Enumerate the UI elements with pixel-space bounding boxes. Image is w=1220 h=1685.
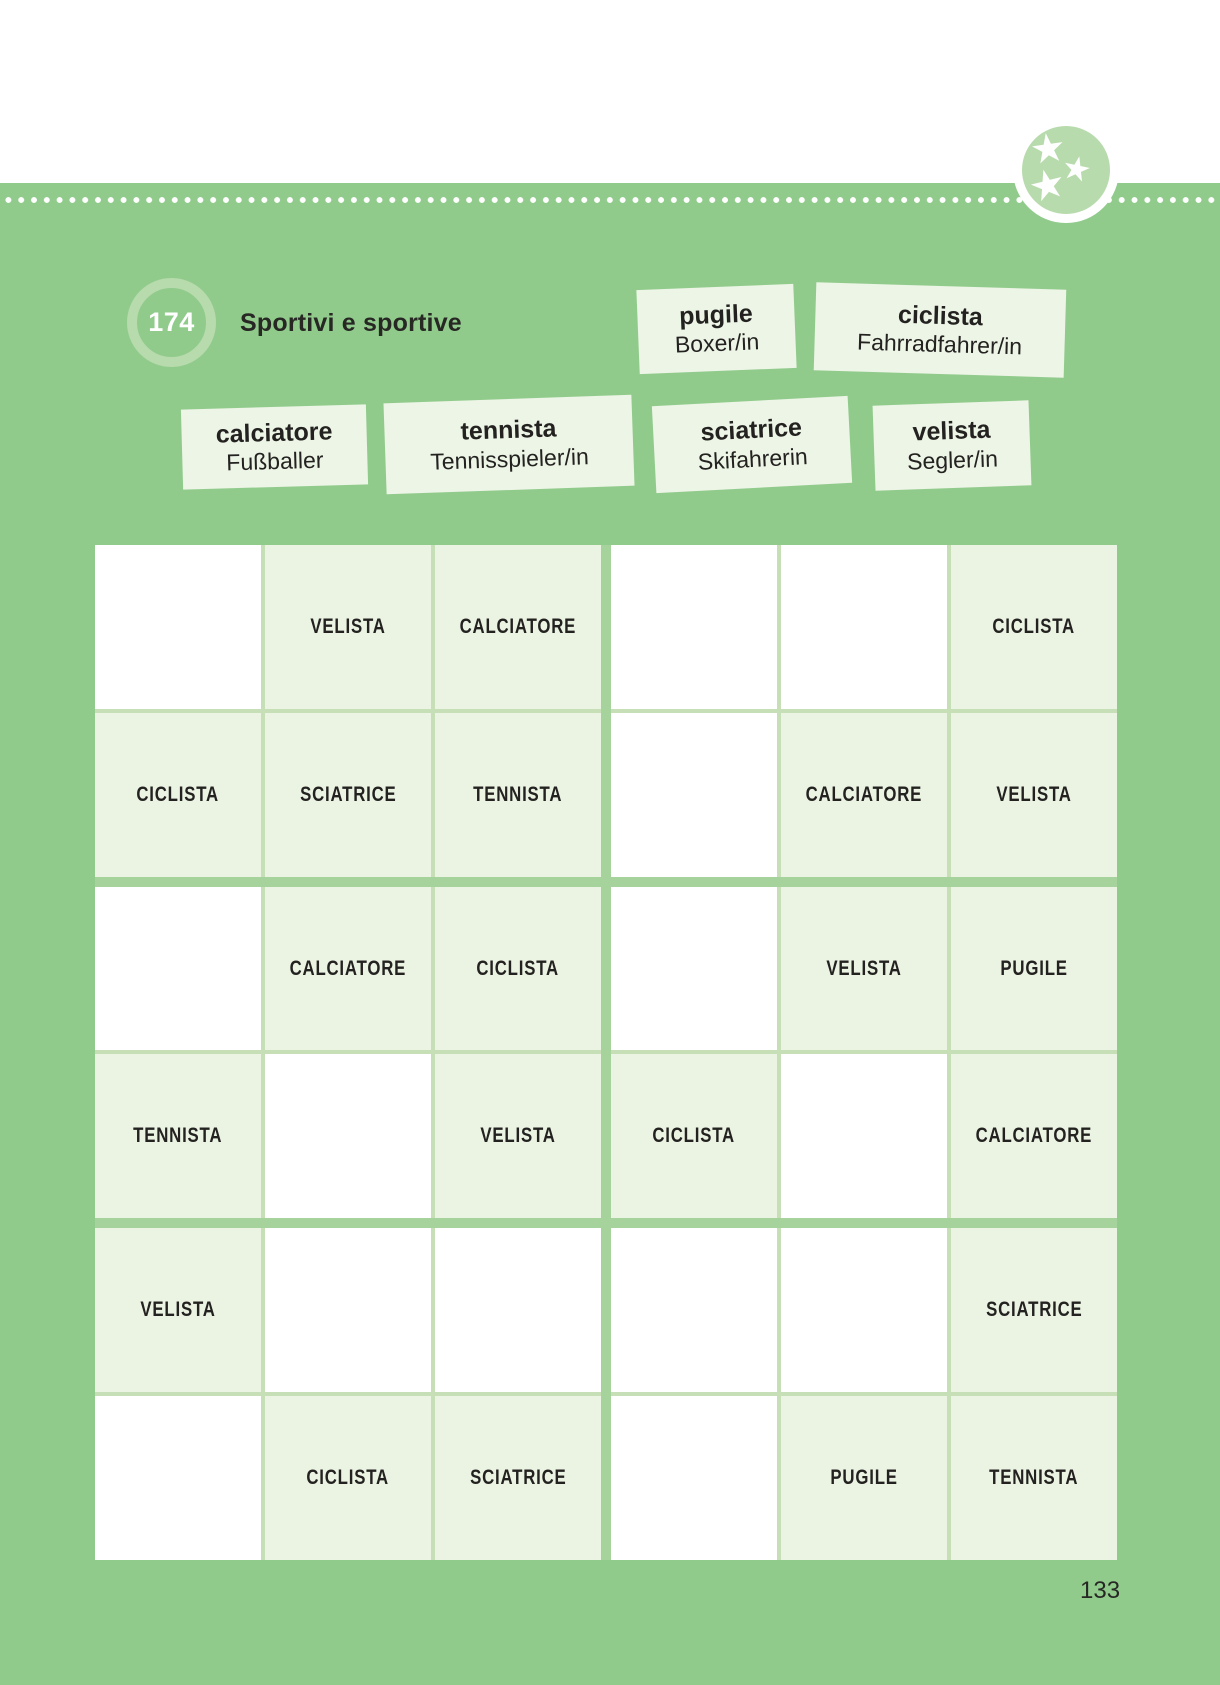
cell-label: TENNISTA [133,1124,223,1148]
page-number: 133 [1080,1577,1121,1604]
grid-cell-r4c5[interactable] [781,1054,947,1219]
grid-cell-r3c3: CICLISTA [435,886,601,1051]
cell-label: SCIATRICE [469,1466,567,1490]
grid-block-3: CALCIATORE CICLISTA TENNISTA VELISTA [95,886,601,1219]
grid-cell-r3c6: PUGILE [951,886,1117,1051]
grid-block-6: SCIATRICE PUGILE TENNISTA [611,1228,1117,1560]
exercise-number: 174 [148,307,195,337]
cell-label: TENNISTA [473,782,563,806]
grid-cell-r3c2: CALCIATORE [265,886,431,1051]
grid-cell-r1c4[interactable] [611,545,777,709]
grid-cell-r4c3: VELISTA [435,1054,601,1219]
cell-label: VELISTA [996,782,1072,806]
grid-cell-r1c3: CALCIATORE [435,545,601,709]
grid-cell-r5c1: VELISTA [95,1228,261,1393]
grid-cell-r2c6: VELISTA [951,712,1117,877]
vocab-card-calciatore: calciatore Fußballer [180,404,369,490]
grid-cell-r3c1[interactable] [95,886,261,1051]
grid-block-4: VELISTA PUGILE CICLISTA CALCIATORE [611,886,1117,1219]
cell-label: VELISTA [480,1124,556,1148]
grid-cell-r6c2: CICLISTA [265,1396,431,1560]
grid-block-5: VELISTA CICLISTA SCIATRICE [95,1228,601,1560]
grid-cell-r5c5[interactable] [781,1228,947,1393]
cell-label: CICLISTA [652,1124,736,1148]
grid-cell-r1c5[interactable] [781,545,947,709]
cell-label: VELISTA [310,614,386,638]
page-title: Sportivi e sportive [240,309,462,337]
grid-cell-r2c4[interactable] [611,712,777,877]
cell-label: PUGILE [830,1466,898,1490]
cell-label: VELISTA [140,1298,216,1322]
grid-cell-r2c1: CICLISTA [95,712,261,877]
cell-label: CICLISTA [992,614,1076,638]
exercise-number-badge: 174 [127,278,216,367]
puzzle-grid: VELISTA CALCIATORE CICLISTA SCIATRICE TENNIS… [95,545,1117,1560]
vocab-term: velista [912,415,991,447]
grid-cell-r4c4: CICLISTA [611,1054,777,1219]
cell-label: SCIATRICE [299,782,397,806]
grid-cell-r4c6: CALCIATORE [951,1054,1117,1219]
cell-label: CALCIATORE [289,956,407,980]
vocab-card-ciclista: ciclista Fahrradfahrer/in [813,282,1067,378]
stars-badge-circle: ★ ★ ★ [1022,124,1110,214]
vocab-term: tennista [460,414,557,446]
grid-cell-r5c3[interactable] [435,1228,601,1393]
grid-cell-r6c4[interactable] [611,1396,777,1560]
cell-label: TENNISTA [989,1466,1079,1490]
cell-label: PUGILE [1000,956,1068,980]
vocab-translation: Fußballer [225,446,324,476]
vocab-card-pugile: pugile Boxer/in [636,283,797,375]
grid-cell-r5c4[interactable] [611,1228,777,1393]
vocab-card-velista: velista Segler/in [872,400,1032,491]
vocab-term: pugile [678,299,754,331]
grid-cell-r3c4[interactable] [611,886,777,1051]
vocab-translation: Fahrradfahrer/in [856,328,1023,360]
grid-cell-r5c6: SCIATRICE [951,1228,1117,1393]
cell-label: CALCIATORE [805,782,923,806]
vocab-card-sciatrice: sciatrice Skifahrerin [651,395,853,494]
vocab-translation: Tennisspieler/in [429,442,590,475]
vocab-term: ciclista [897,300,984,331]
cell-label: CICLISTA [136,782,220,806]
grid-cell-r5c2[interactable] [265,1228,431,1393]
grid-cell-r1c2: VELISTA [265,545,431,709]
grid-cell-r6c5: PUGILE [781,1396,947,1560]
grid-cell-r6c1[interactable] [95,1396,261,1560]
grid-cell-r4c1: TENNISTA [95,1054,261,1219]
grid-cell-r2c3: TENNISTA [435,712,601,877]
grid-block-2: CICLISTA CALCIATORE VELISTA [611,545,1117,877]
grid-block-1: VELISTA CALCIATORE CICLISTA SCIATRICE TENNIS… [95,545,601,877]
stars-badge: ★ ★ ★ [1013,117,1119,223]
grid-cell-r6c3: SCIATRICE [435,1396,601,1560]
vocab-translation: Segler/in [906,445,999,475]
grid-cell-r1c6: CICLISTA [951,545,1117,709]
cell-label: CICLISTA [306,1466,390,1490]
vocab-translation: Boxer/in [674,328,760,358]
grid-cell-r6c6: TENNISTA [951,1396,1117,1560]
grid-cell-r4c2[interactable] [265,1054,431,1219]
vocab-card-tennista: tennista Tennisspieler/in [383,394,635,495]
cell-label: CALCIATORE [975,1124,1093,1148]
grid-cell-r2c5: CALCIATORE [781,712,947,877]
cell-label: CICLISTA [476,956,560,980]
dotted-divider [0,196,1220,204]
vocab-term: calciatore [215,417,333,449]
grid-cell-r3c5: VELISTA [781,886,947,1051]
cell-label: SCIATRICE [985,1298,1083,1322]
cell-label: CALCIATORE [459,614,577,638]
vocab-translation: Skifahrerin [697,442,809,475]
grid-cell-r2c2: SCIATRICE [265,712,431,877]
cell-label: VELISTA [826,956,902,980]
grid-cell-r1c1[interactable] [95,545,261,709]
